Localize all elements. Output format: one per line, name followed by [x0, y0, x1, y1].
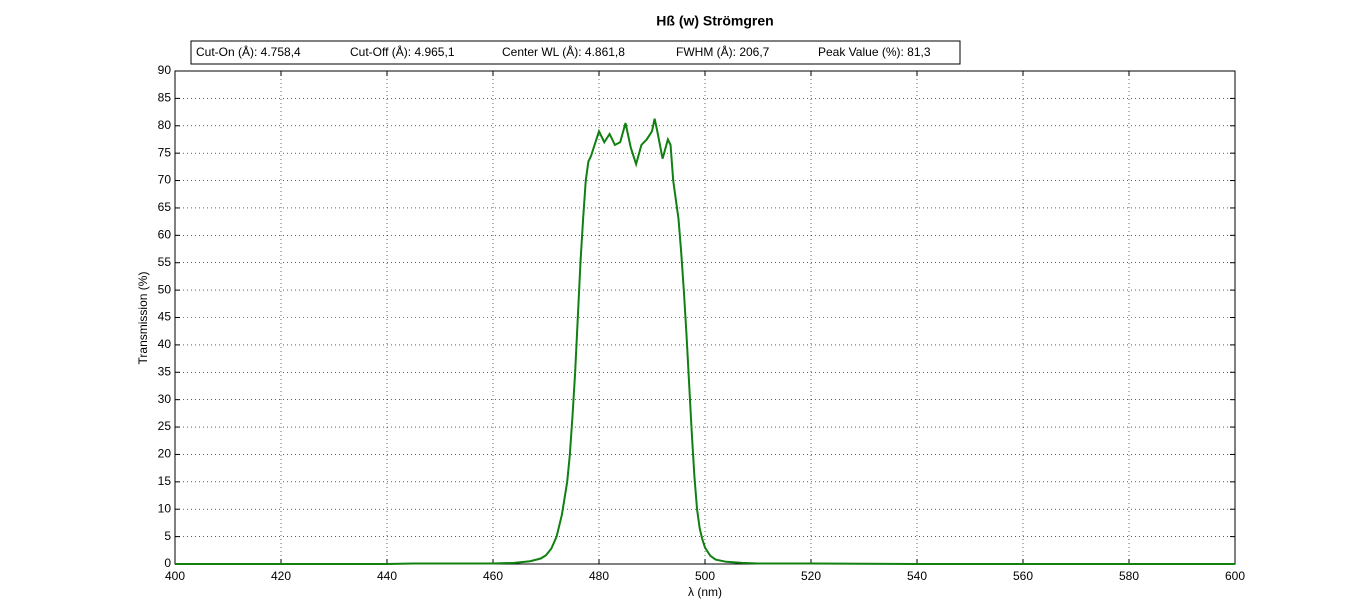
y-tick-label: 65: [158, 200, 172, 214]
y-tick-label: 80: [158, 118, 172, 132]
y-tick-label: 50: [158, 282, 172, 296]
y-tick-label: 0: [164, 556, 171, 570]
y-tick-label: 90: [158, 63, 172, 77]
y-tick-label: 30: [158, 392, 172, 406]
x-tick-label: 540: [907, 569, 927, 583]
y-tick-label: 25: [158, 419, 172, 433]
y-tick-label: 75: [158, 145, 172, 159]
info-text: Peak Value (%): 81,3: [818, 45, 931, 59]
x-tick-label: 400: [165, 569, 185, 583]
x-tick-label: 480: [589, 569, 609, 583]
y-tick-label: 20: [158, 447, 172, 461]
x-tick-label: 520: [801, 569, 821, 583]
data-line: [175, 118, 1235, 565]
y-tick-label: 5: [164, 529, 171, 543]
y-tick-label: 85: [158, 91, 172, 105]
x-tick-label: 600: [1225, 569, 1245, 583]
y-tick-label: 60: [158, 228, 172, 242]
y-tick-label: 45: [158, 310, 172, 324]
x-tick-label: 500: [695, 569, 715, 583]
x-axis-label: λ (nm): [688, 585, 722, 599]
info-text: Cut-On (Å): 4.758,4: [196, 44, 301, 59]
info-text: FWHM (Å): 206,7: [676, 44, 770, 59]
y-tick-label: 35: [158, 364, 172, 378]
y-tick-label: 10: [158, 501, 172, 515]
y-tick-label: 40: [158, 337, 172, 351]
y-axis-label: Transmission (%): [136, 272, 150, 365]
y-tick-label: 55: [158, 255, 172, 269]
chart-title: Hß (w) Strömgren: [656, 13, 773, 29]
y-tick-label: 15: [158, 474, 172, 488]
x-tick-label: 460: [483, 569, 503, 583]
info-text: Center WL (Å): 4.861,8: [502, 44, 625, 59]
info-text: Cut-Off (Å): 4.965,1: [350, 44, 455, 59]
y-tick-label: 70: [158, 173, 172, 187]
info-box: [190, 40, 961, 65]
x-tick-label: 580: [1119, 569, 1139, 583]
x-tick-label: 560: [1013, 569, 1033, 583]
plot-frame: [174, 70, 1236, 565]
x-tick-label: 440: [377, 569, 397, 583]
x-tick-label: 420: [271, 569, 291, 583]
